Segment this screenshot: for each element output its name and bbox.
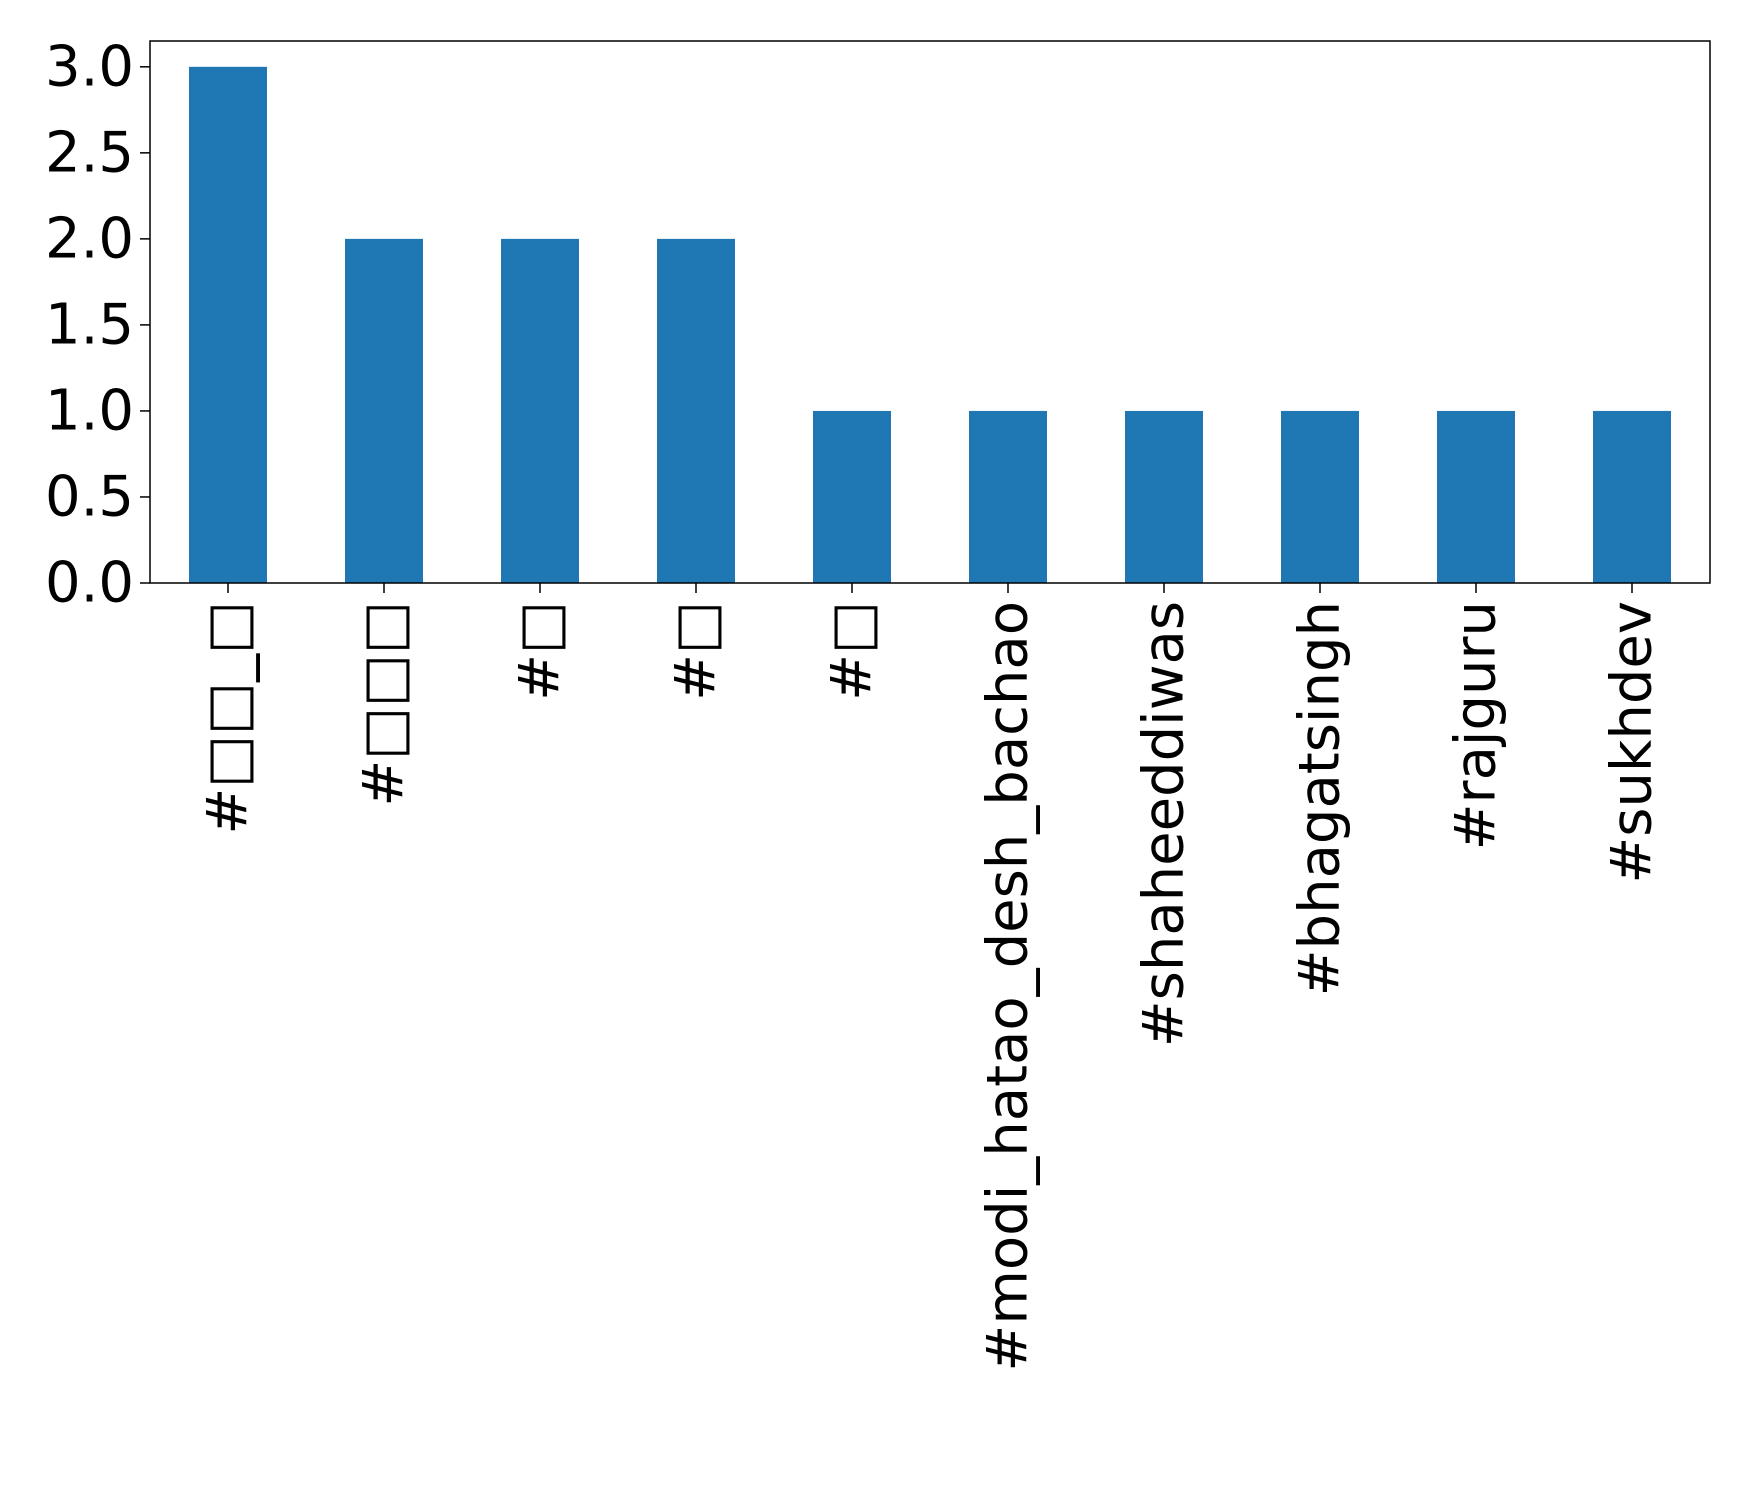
bar: [501, 238, 579, 583]
x-tick-label: #sukhdev: [1600, 601, 1665, 884]
bar: [813, 410, 891, 583]
bar: [1437, 410, 1515, 583]
y-tick-label: 1.0: [45, 378, 134, 443]
y-tick-label: 2.0: [45, 206, 134, 271]
x-tick-label: #□: [820, 601, 885, 701]
y-tick-label: 0.5: [45, 464, 134, 529]
y-tick-label: 0.0: [45, 551, 134, 616]
y-tick-label: 3.0: [45, 34, 134, 99]
plot-frame: [149, 40, 1711, 584]
bar: [657, 238, 735, 583]
bar: [1125, 410, 1203, 583]
x-tick-label: #□: [508, 601, 573, 701]
y-axis: 0.0 0.5 1.0 1.5 2.0 2.5 3.0: [45, 34, 150, 616]
x-tick-label: #bhagatsingh: [1288, 601, 1353, 996]
x-tick-label: #□: [664, 601, 729, 701]
bar: [1281, 410, 1359, 583]
y-tick-label: 1.5: [45, 292, 134, 357]
x-tick-label: #□□□: [352, 601, 417, 807]
bar: [345, 238, 423, 583]
x-tick-label: #modi_hatao_desh_bachao: [976, 601, 1041, 1372]
x-tick-label: #shaheeddiwas: [1132, 601, 1197, 1047]
bar: [969, 410, 1047, 583]
bars: [189, 66, 1671, 584]
bar: [189, 66, 267, 584]
x-axis: #□□_□ #□□□ #□ #□ #□ #modi_hatao_desh_bachao #s…: [196, 583, 1665, 1372]
x-tick-label: #□□_□: [196, 601, 261, 835]
bar: [1593, 410, 1671, 583]
x-tick-label: #rajguru: [1444, 601, 1509, 850]
y-tick-label: 2.5: [45, 120, 134, 185]
